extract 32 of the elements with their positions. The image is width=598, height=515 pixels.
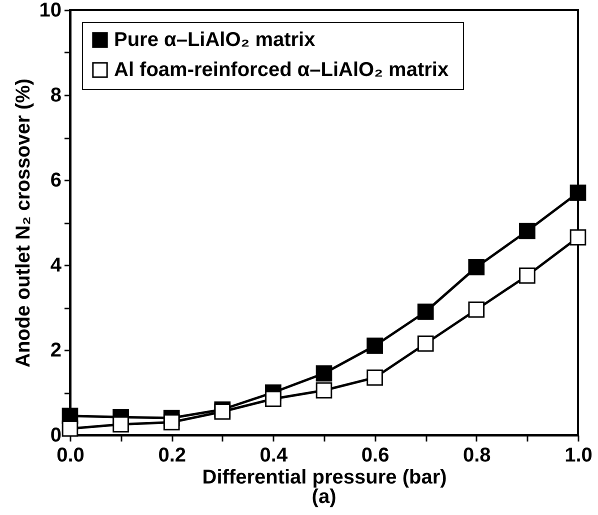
point bbox=[570, 184, 586, 201]
y-tick-label: 8 bbox=[50, 84, 62, 106]
y-tick-label: 6 bbox=[50, 170, 62, 192]
point bbox=[366, 369, 383, 386]
x-tick-label: 0.6 bbox=[361, 444, 390, 466]
point bbox=[417, 335, 434, 352]
point bbox=[570, 229, 586, 246]
point bbox=[468, 258, 485, 276]
y-tick-label: 0 bbox=[50, 424, 62, 446]
x-tick-label: 0.2 bbox=[158, 444, 186, 466]
point bbox=[519, 222, 536, 240]
point bbox=[519, 267, 536, 284]
point bbox=[468, 301, 485, 318]
point bbox=[163, 414, 180, 430]
point bbox=[417, 304, 434, 320]
point bbox=[316, 365, 332, 382]
x-tick-label: 0.4 bbox=[260, 444, 288, 466]
legend-label: Pure α–LiAlO₂ matrix bbox=[114, 29, 316, 51]
x-tick-label: 1.0 bbox=[564, 444, 592, 466]
y-tick-label: 2 bbox=[50, 340, 62, 362]
legend-label: Al foam-reinforced α–LiAlO₂ matrix bbox=[114, 59, 449, 81]
point bbox=[265, 390, 282, 408]
point bbox=[316, 382, 332, 399]
x-axis-title: Differential pressure (bar) bbox=[202, 466, 447, 488]
y-tick-label: 4 bbox=[50, 254, 62, 276]
point bbox=[366, 338, 383, 354]
x-tick-label: 0.0 bbox=[56, 444, 84, 466]
y-axis-title: Anode outlet N₂ crossover (%) bbox=[12, 78, 34, 368]
point bbox=[62, 420, 78, 437]
x-tick-label: 0.8 bbox=[462, 444, 491, 466]
y-tick-label: 10 bbox=[39, 0, 62, 22]
point bbox=[112, 416, 129, 433]
